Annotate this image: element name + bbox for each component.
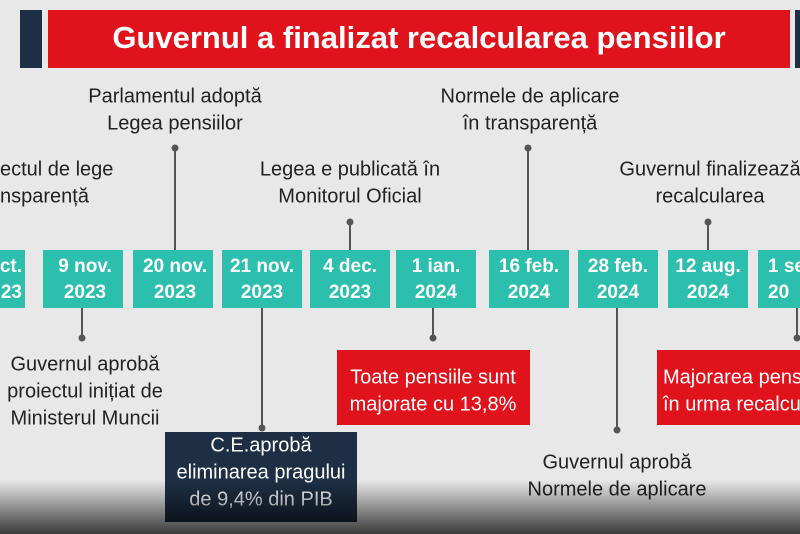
event-label: Legea pensiilor <box>107 112 243 134</box>
connector-dot <box>524 144 532 152</box>
date-label: 20 nov. <box>143 256 207 277</box>
date-label: 2024 <box>687 282 730 303</box>
event-box <box>337 350 530 425</box>
event-label: Parlamentul adoptă <box>88 85 262 107</box>
accent-bar <box>795 10 800 68</box>
event-label: Normele de aplicare <box>441 85 620 107</box>
event-label: Ministerul Muncii <box>11 407 160 429</box>
event-label: în transparență <box>462 112 598 134</box>
event-label: Legea e publicată în <box>260 158 440 180</box>
connector-dot <box>258 424 266 432</box>
date-box <box>758 250 800 308</box>
date-label: 12 aug. <box>675 256 740 277</box>
date-label: 2023 <box>241 282 283 303</box>
date-box <box>310 250 390 308</box>
date-label: 2024 <box>597 282 640 303</box>
shadow <box>0 480 800 534</box>
title: Guvernul a finalizat recalcularea pensii… <box>112 20 725 55</box>
connector-dot <box>429 334 437 342</box>
date-box <box>489 250 569 308</box>
accent-bar <box>20 10 42 68</box>
date-box <box>578 250 658 308</box>
date-label: 4 dec. <box>323 256 377 277</box>
event-label: nsparență <box>0 185 90 207</box>
date-label: 2023 <box>154 282 196 303</box>
connector-dot <box>613 426 621 434</box>
title-bar <box>48 10 790 68</box>
date-label: 20 <box>768 282 789 303</box>
date-label: 2024 <box>415 282 458 303</box>
event-label: Majorarea pens <box>663 366 800 388</box>
date-label: 23 <box>1 282 22 303</box>
date-label: 2023 <box>329 282 371 303</box>
connector-dot <box>78 334 86 342</box>
date-label: 2024 <box>508 282 551 303</box>
date-label: ect. <box>0 256 22 277</box>
connector-dot <box>704 218 712 226</box>
date-label: 2023 <box>64 282 106 303</box>
date-box <box>0 250 25 308</box>
event-label: C.E.aprobă <box>210 434 312 456</box>
date-box <box>43 250 123 308</box>
event-label: proiectul inițiat de <box>7 380 163 402</box>
event-label: Guvernul aprobă <box>543 451 693 473</box>
date-label: 1 ian. <box>412 256 461 277</box>
event-box <box>657 350 800 425</box>
event-label: ectul de lege <box>0 158 113 180</box>
date-label: 28 feb. <box>588 256 648 277</box>
date-box <box>133 250 213 308</box>
date-label: 9 nov. <box>58 256 112 277</box>
connector-dot <box>171 144 179 152</box>
date-label: 1 se <box>768 256 800 277</box>
date-box <box>222 250 302 308</box>
event-label: Toate pensiile sunt <box>350 366 516 388</box>
event-label: majorate cu 13,8% <box>350 393 517 415</box>
event-label: Guvernul finalizează <box>619 158 800 180</box>
event-label: recalcularea <box>656 185 766 207</box>
date-box <box>668 250 748 308</box>
event-label: Monitorul Oficial <box>278 185 421 207</box>
event-label: în urma recalcu <box>662 393 800 415</box>
date-label: 21 nov. <box>230 256 294 277</box>
connector-dot <box>346 218 354 226</box>
date-box <box>396 250 476 308</box>
connector-dot <box>793 334 800 342</box>
date-label: 16 feb. <box>499 256 559 277</box>
event-label: eliminarea pragului <box>177 461 346 483</box>
event-label: Guvernul aprobă <box>11 353 161 375</box>
